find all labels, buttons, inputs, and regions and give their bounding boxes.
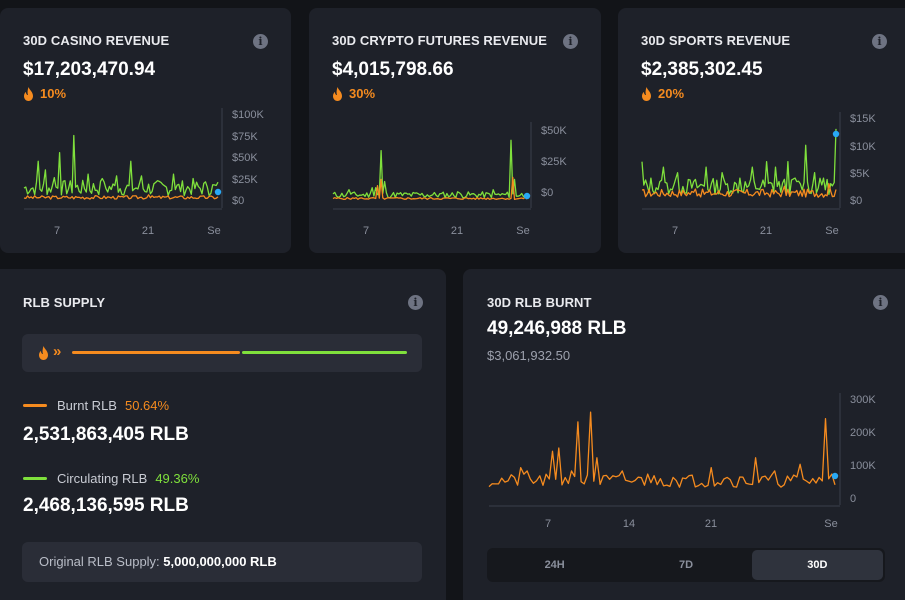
- x-tick-label: 7: [672, 225, 678, 237]
- x-tick-label: Se: [824, 518, 837, 530]
- toggle-7d[interactable]: 7D: [620, 550, 751, 580]
- timeframe-toggle: 24H 7D 30D: [487, 548, 885, 582]
- toggle-30d[interactable]: 30D: [751, 550, 883, 580]
- y-tick-label: $75K: [232, 131, 258, 143]
- circulating-legend: Circulating RLB 49.36%: [57, 471, 199, 486]
- x-tick-label: 7: [545, 518, 551, 530]
- y-tick-label: 100K: [850, 460, 876, 472]
- sports-revenue-card: 30D SPORTS REVENUE i $2,385,302.45 20% $…: [618, 8, 905, 253]
- circulating-bar-segment: [242, 351, 407, 354]
- x-tick-label: 7: [363, 225, 369, 237]
- x-tick-label: Se: [825, 225, 838, 237]
- y-tick-label: 300K: [850, 394, 876, 406]
- burnt-chart[interactable]: 300K 200K 100K 0 7 14 21 Se: [463, 385, 905, 535]
- circulating-legend-line: [23, 477, 47, 480]
- crypto-revenue-card: 30D CRYPTO FUTURES REVENUE i $4,015,798.…: [309, 8, 601, 253]
- original-supply-box: Original RLB Supply: 5,000,000,000 RLB: [22, 542, 422, 582]
- double-chevron-icon: »: [53, 343, 62, 360]
- toggle-24h[interactable]: 24H: [489, 550, 620, 580]
- card-title: 30D CRYPTO FUTURES REVENUE: [332, 33, 547, 48]
- y-tick-label: $25K: [541, 156, 567, 168]
- circulating-amount: 2,468,136,595 RLB: [23, 495, 189, 516]
- y-tick-label: $0: [541, 187, 553, 199]
- x-tick-label: 21: [451, 225, 463, 237]
- green-series-line: [23, 134, 219, 197]
- info-icon[interactable]: i: [253, 34, 268, 49]
- flame-icon: [333, 86, 342, 101]
- info-icon[interactable]: i: [563, 34, 578, 49]
- current-value-dot: [214, 188, 222, 196]
- percentage-value: 20%: [658, 86, 685, 101]
- info-icon[interactable]: i: [872, 34, 887, 49]
- burnt-percentage: 50.64%: [124, 398, 170, 413]
- x-tick-label: 21: [142, 225, 154, 237]
- sports-chart[interactable]: $15K $10K $5K $0 7 21 Se: [618, 100, 905, 240]
- x-tick-label: 14: [623, 518, 635, 530]
- revenue-value: $17,203,470.94: [23, 59, 156, 80]
- burnt-legend: Burnt RLB 50.64%: [57, 398, 169, 413]
- green-series-line: [641, 128, 837, 196]
- burnt-label: Burnt RLB: [57, 398, 117, 413]
- flame-icon: [39, 346, 48, 360]
- crypto-chart[interactable]: $50K $25K $0 7 21 Se: [309, 100, 601, 240]
- burnt-legend-line: [23, 404, 47, 407]
- burnt-value: 49,246,988 RLB: [487, 318, 627, 339]
- percentage-value: 30%: [349, 86, 376, 101]
- percentage-row: 10%: [23, 86, 66, 101]
- info-icon[interactable]: i: [873, 295, 888, 310]
- orange-series-line: [641, 182, 837, 198]
- x-tick-label: 7: [54, 225, 60, 237]
- y-tick-label: $5K: [850, 168, 870, 180]
- card-title: RLB SUPPLY: [23, 295, 106, 310]
- y-tick-label: $100K: [232, 109, 264, 121]
- y-tick-label: $0: [850, 195, 862, 207]
- y-tick-label: $50K: [232, 152, 258, 164]
- current-value-dot: [831, 472, 839, 480]
- casino-revenue-card: 30D CASINO REVENUE i $17,203,470.94 10% …: [0, 8, 291, 253]
- burnt-amount: 2,531,863,405 RLB: [23, 424, 189, 445]
- percentage-row: 20%: [641, 86, 684, 101]
- y-tick-label: $25K: [232, 174, 258, 186]
- current-value-dot: [832, 130, 840, 138]
- y-tick-label: 200K: [850, 427, 876, 439]
- x-tick-label: 21: [705, 518, 717, 530]
- revenue-value: $2,385,302.45: [641, 59, 763, 80]
- orange-series-line: [23, 194, 219, 200]
- circulating-label: Circulating RLB: [57, 471, 148, 486]
- percentage-row: 30%: [332, 86, 375, 101]
- original-supply-value: 5,000,000,000 RLB: [163, 554, 277, 569]
- flame-icon: [642, 86, 651, 101]
- y-tick-label: $10K: [850, 141, 876, 153]
- y-tick-label: $15K: [850, 113, 876, 125]
- revenue-value: $4,015,798.66: [332, 59, 454, 80]
- percentage-value: 10%: [40, 86, 67, 101]
- x-tick-label: Se: [516, 225, 529, 237]
- y-tick-label: $0: [232, 195, 244, 207]
- y-tick-label: $50K: [541, 125, 567, 137]
- casino-chart[interactable]: $100K $75K $50K $25K $0 7 21 Se: [0, 100, 291, 240]
- green-series-line: [332, 139, 528, 199]
- orange-series-line: [488, 411, 836, 488]
- burnt-bar-segment: [72, 351, 240, 354]
- card-title: 30D SPORTS REVENUE: [641, 33, 791, 48]
- card-title: 30D RLB BURNT: [487, 295, 592, 310]
- x-tick-label: Se: [207, 225, 220, 237]
- supply-progress-bar: »: [22, 334, 422, 372]
- orange-series-line: [332, 176, 528, 201]
- y-tick-label: 0: [850, 493, 856, 505]
- current-value-dot: [523, 192, 531, 200]
- x-tick-label: 21: [760, 225, 772, 237]
- rlb-burnt-card: [463, 269, 905, 600]
- circulating-percentage: 49.36%: [155, 471, 200, 486]
- burnt-usd-value: $3,061,932.50: [487, 348, 571, 363]
- flame-icon: [24, 86, 33, 101]
- info-icon[interactable]: i: [408, 295, 423, 310]
- original-supply-label: Original RLB Supply:: [39, 554, 160, 569]
- card-title: 30D CASINO REVENUE: [23, 33, 170, 48]
